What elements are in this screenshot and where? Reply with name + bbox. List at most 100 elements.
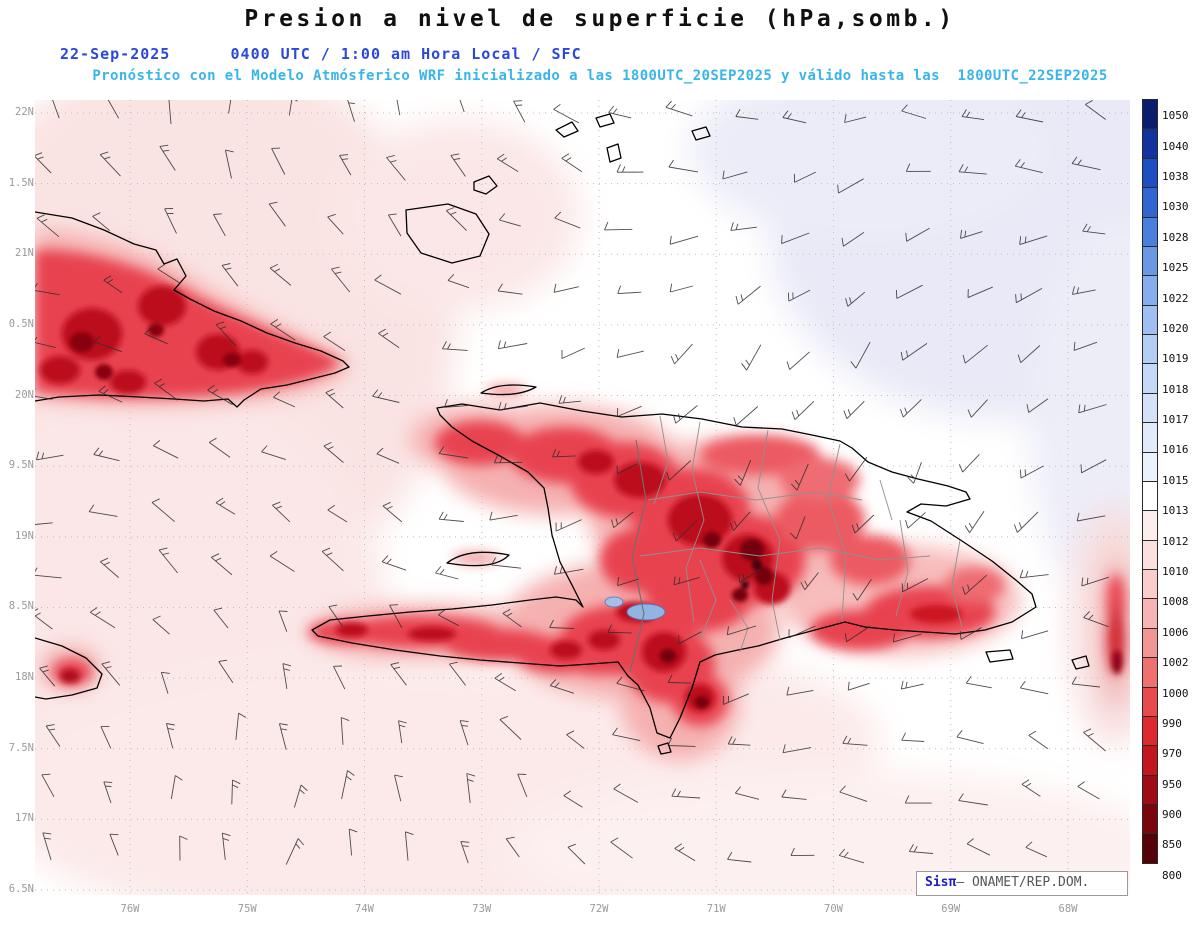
wind-barb [41,773,55,798]
wind-barb [667,674,691,684]
wind-barb [347,100,355,122]
lat-tick-label: 19N [15,529,34,542]
wind-barb [35,388,53,400]
wind-barb [741,344,762,371]
colorbar-value: 800 [1162,868,1182,882]
wind-barb [1019,465,1044,479]
wind-barb [327,504,348,523]
wind-barb [278,610,288,632]
wind-barb [964,511,985,534]
colorbar-segment [1142,510,1158,541]
wind-barb [617,285,642,295]
wind-barb [666,460,692,481]
wind-barb [786,351,810,370]
wind-barb [459,100,465,113]
wind-barb [959,627,982,640]
wind-barb [673,576,700,586]
turks-caicos-island [606,143,622,163]
wind-barb [36,214,60,238]
wind-barb [154,378,178,401]
wind-barb [321,547,344,572]
wind-barb [1019,235,1048,246]
wind-barb [107,100,120,119]
wind-barb [726,625,757,636]
wind-barb [98,385,123,403]
colorbar-segment [1142,774,1158,805]
wind-barb [151,498,175,523]
wind-barb [958,164,987,175]
wind-barb [611,511,634,529]
wind-barb [52,100,60,119]
colorbar [1142,99,1158,864]
lat-tick-label: 9.5N [8,459,34,472]
wind-barb [553,103,580,124]
wind-barb [843,400,865,420]
wind-barb [372,389,400,403]
wind-barb [268,201,286,227]
lat-tick-label: 21N [15,247,34,260]
wind-barb [1083,728,1106,752]
wind-barb [790,463,809,491]
wind-barb [438,446,469,459]
lon-tick-label: 74W [355,903,374,915]
wind-barb [382,501,403,523]
lat-tick-label: 6.5N [8,883,34,896]
wind-barb [496,153,519,172]
wind-barb [616,349,644,358]
colorbar-segment [1142,539,1158,570]
colorbar-value: 1028 [1162,230,1189,244]
wind-barb [1019,569,1049,579]
wind-barb [674,843,696,862]
wind-barb [607,624,632,634]
lat-tick-label: 22N [15,106,34,118]
colorbar-value: 950 [1162,777,1182,791]
wind-barb [722,170,748,180]
wind-barb [333,665,346,690]
wind-barb [667,737,696,747]
wind-barb [839,785,868,802]
wind-barb [447,273,470,289]
coastlines-layer [35,113,1090,755]
colorbar-value: 1025 [1162,261,1189,275]
wind-barb [208,437,231,458]
colorbar-value: 1050 [1162,109,1189,123]
wind-barb [101,661,121,686]
wind-barb [967,399,988,418]
colorbar-value: 1016 [1162,443,1189,457]
wind-barb [435,566,459,580]
wind-barb [460,841,470,864]
wind-barb [1026,398,1049,413]
wind-barb [733,406,759,426]
wind-barb [549,619,575,630]
wind-barb [288,100,298,116]
wind-barb [1071,676,1101,688]
lat-tick-label: 1.5N [8,176,34,189]
wind-barb [494,673,516,692]
wind-barb [505,836,520,858]
wind-barb [892,633,922,643]
wind-barb [901,104,927,119]
wind-barb [215,321,237,347]
wind-barb [1077,781,1100,800]
wind-barb [1028,730,1049,750]
colorbar-value: 1040 [1162,139,1189,153]
wind-barb [735,285,761,305]
wind-barb [88,504,118,517]
wind-barb [378,328,400,349]
wind-barb [35,608,53,630]
wind-barb [895,284,923,299]
colorbar-value: 1038 [1162,169,1189,183]
wind-barb [844,114,867,123]
wind-barb [678,631,702,645]
lat-tick-label: 17N [15,812,34,825]
wind-barb [1015,288,1043,304]
wind-barb [668,159,699,173]
model-subtitle: Pronóstico con el Modelo Atmósferico WRF… [92,68,1108,84]
colorbar-segment [1142,686,1158,717]
wind-barb [442,341,468,351]
colorbar-value: 850 [1162,838,1182,852]
wind-barb [852,578,872,601]
wind-barb [278,723,288,750]
wind-barb [1021,630,1049,640]
great-inagua-island [405,203,490,264]
